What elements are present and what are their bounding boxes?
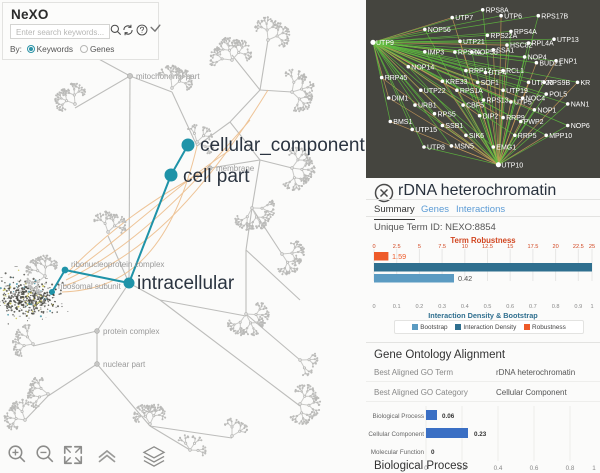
- svg-text:RPS4A: RPS4A: [514, 29, 537, 36]
- svg-text:RRP45: RRP45: [385, 75, 408, 82]
- svg-text:cellular_component: cellular_component: [200, 135, 365, 156]
- svg-text:UTP13: UTP13: [557, 37, 579, 44]
- svg-text:2.5: 2.5: [393, 244, 401, 250]
- svg-text:0.2: 0.2: [416, 304, 424, 310]
- svg-text:intracellular: intracellular: [137, 273, 235, 294]
- svg-text:PWP2: PWP2: [524, 119, 544, 126]
- svg-text:SIK6: SIK6: [469, 133, 484, 140]
- svg-text:RPS17B: RPS17B: [541, 13, 568, 20]
- svg-text:0.6: 0.6: [530, 465, 539, 472]
- svg-text:RPL4A: RPL4A: [532, 41, 555, 48]
- svg-text:15: 15: [507, 244, 513, 250]
- svg-text:HSC82: HSC82: [510, 43, 533, 50]
- svg-text:IMP3: IMP3: [428, 49, 444, 56]
- svg-text:NOP56: NOP56: [428, 27, 451, 34]
- svg-text:0.3: 0.3: [438, 304, 446, 310]
- svg-text:5: 5: [418, 244, 421, 250]
- svg-text:NOP1: NOP1: [537, 107, 556, 114]
- svg-text:RPS9B: RPS9B: [547, 80, 570, 87]
- svg-text:0.8: 0.8: [566, 465, 575, 472]
- svg-text:RPS5: RPS5: [438, 111, 456, 118]
- svg-text:ENP1: ENP1: [559, 58, 577, 65]
- svg-text:NOP6: NOP6: [571, 123, 590, 130]
- svg-text:NOP14: NOP14: [411, 64, 434, 71]
- svg-text:10: 10: [462, 244, 468, 250]
- svg-text:0.8: 0.8: [552, 304, 560, 310]
- svg-text:MSN5: MSN5: [454, 144, 474, 151]
- svg-text:Biological Process: Biological Process: [373, 413, 424, 420]
- svg-text:UTP15: UTP15: [415, 127, 437, 134]
- svg-text:KR: KR: [581, 80, 591, 87]
- svg-text:BMS1: BMS1: [393, 119, 412, 126]
- svg-text:UTP22: UTP22: [424, 88, 446, 95]
- svg-text:0: 0: [431, 449, 435, 456]
- svg-text:0: 0: [372, 304, 375, 310]
- svg-text:0: 0: [372, 244, 375, 250]
- svg-text:22.5: 22.5: [573, 244, 584, 250]
- svg-text:Molecular Function: Molecular Function: [371, 449, 425, 456]
- svg-text:DIM1: DIM1: [392, 96, 409, 103]
- svg-text:0.9: 0.9: [574, 304, 582, 310]
- svg-text:KRE33: KRE33: [445, 79, 467, 86]
- svg-text:SSB1: SSB1: [445, 123, 463, 130]
- svg-text:DIP2: DIP2: [483, 113, 499, 120]
- svg-text:Interaction Density & Bootstra: Interaction Density & Bootstrap: [428, 311, 538, 320]
- svg-text:protein complex: protein complex: [103, 327, 159, 336]
- svg-text:0.4: 0.4: [461, 304, 469, 310]
- svg-text:UTP10: UTP10: [501, 162, 523, 169]
- svg-text:UTP7: UTP7: [455, 15, 473, 22]
- svg-text:nuclear part: nuclear part: [103, 360, 146, 369]
- svg-text:0.4: 0.4: [494, 465, 503, 472]
- svg-text:NOP58: NOP58: [475, 50, 498, 57]
- svg-text:UTP4: UTP4: [489, 70, 507, 77]
- svg-text:UTP8: UTP8: [427, 145, 445, 152]
- svg-text:0.5: 0.5: [484, 304, 492, 310]
- svg-text:RPS1A: RPS1A: [460, 88, 483, 95]
- svg-text:1: 1: [590, 304, 593, 310]
- svg-text:0.23: 0.23: [474, 431, 487, 438]
- svg-text:RPS13: RPS13: [487, 98, 509, 105]
- svg-text:RRP5: RRP5: [518, 133, 537, 140]
- svg-text:UTP5: UTP5: [514, 100, 532, 107]
- svg-text:UTP6: UTP6: [504, 13, 522, 20]
- svg-text:Cellular Component: Cellular Component: [368, 431, 424, 438]
- svg-text:CBF5: CBF5: [466, 103, 484, 110]
- svg-text:RCL1: RCL1: [506, 68, 524, 75]
- svg-text:0.7: 0.7: [529, 304, 537, 310]
- svg-text:cell part: cell part: [183, 166, 250, 187]
- svg-text:ribonucleoprotein complex: ribonucleoprotein complex: [71, 260, 164, 269]
- svg-text:0.42: 0.42: [458, 274, 472, 283]
- svg-text:URB1: URB1: [418, 103, 437, 110]
- svg-text:POL5: POL5: [549, 92, 567, 99]
- svg-text:0.6: 0.6: [506, 304, 514, 310]
- svg-text:RRP9: RRP9: [506, 115, 525, 122]
- svg-text:0.06: 0.06: [442, 413, 455, 420]
- svg-text:UTP19: UTP19: [506, 88, 528, 95]
- svg-text:25: 25: [589, 244, 595, 250]
- svg-text:ribosomal subunit: ribosomal subunit: [58, 282, 121, 291]
- svg-text:NAN1: NAN1: [571, 102, 590, 109]
- svg-text:SOF1: SOF1: [481, 80, 499, 87]
- svg-text:7.5: 7.5: [438, 244, 446, 250]
- svg-text:17.5: 17.5: [527, 244, 538, 250]
- svg-text:UTP9: UTP9: [376, 40, 394, 47]
- svg-text:12.5: 12.5: [482, 244, 493, 250]
- svg-text:UTP21: UTP21: [463, 39, 485, 46]
- svg-text:0.1: 0.1: [393, 304, 401, 310]
- svg-text:MPP10: MPP10: [549, 133, 572, 140]
- svg-text:1.59: 1.59: [392, 252, 406, 261]
- svg-text:EMG1: EMG1: [496, 145, 516, 152]
- svg-text:20: 20: [552, 244, 558, 250]
- svg-text:1: 1: [592, 465, 596, 472]
